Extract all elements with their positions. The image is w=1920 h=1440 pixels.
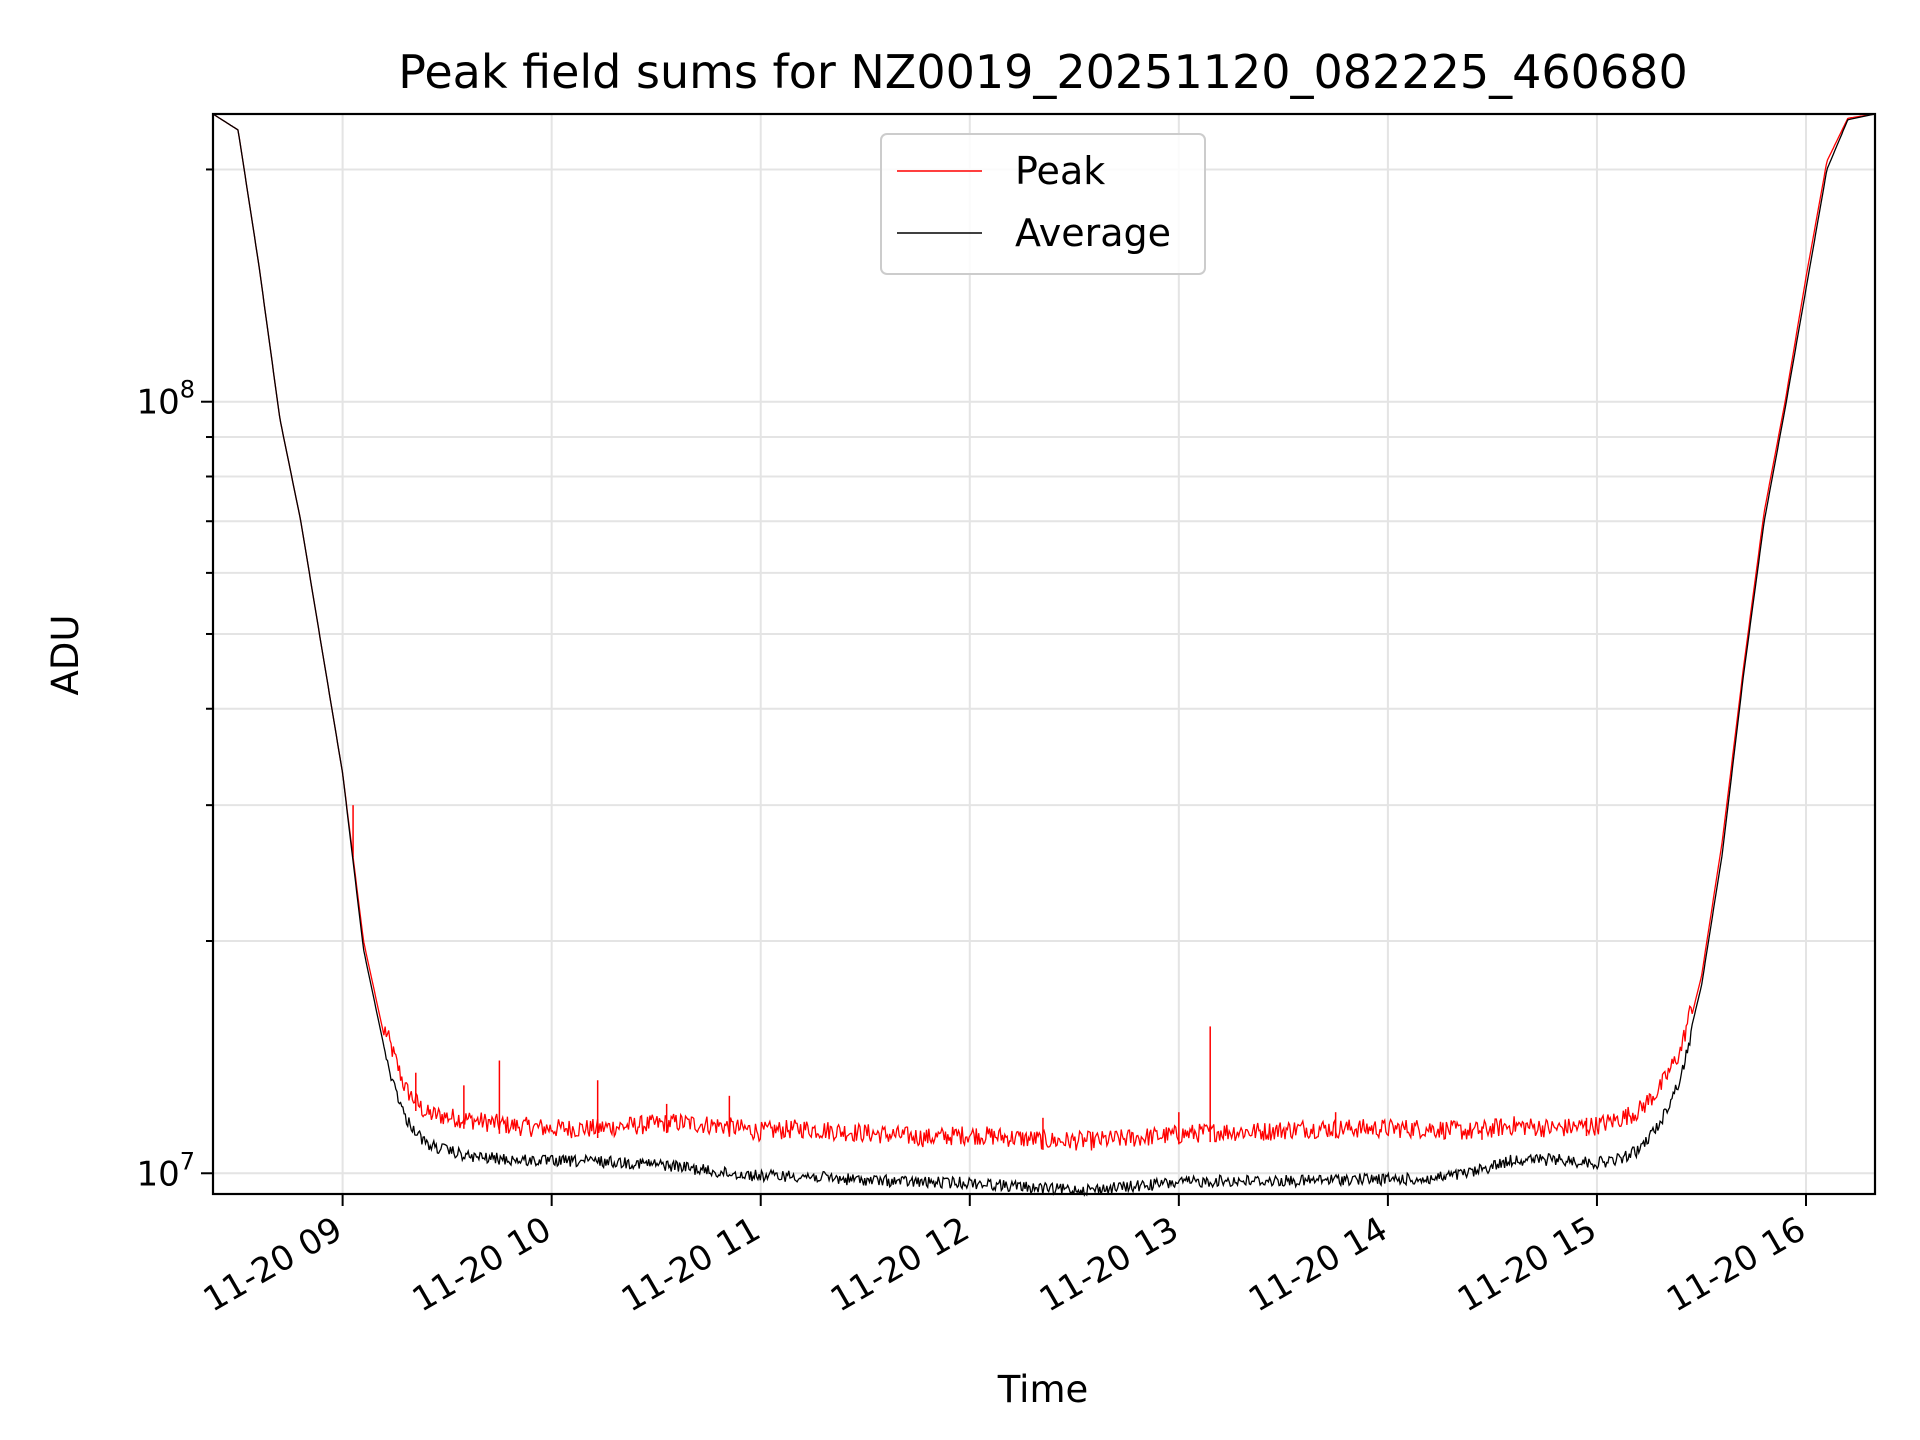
y-tick-label: 107 [136, 1147, 195, 1194]
x-axis-label: Time [997, 1368, 1089, 1411]
y-axis-label: ADU [44, 615, 87, 696]
y-tick-label: 108 [136, 376, 195, 423]
grid [213, 114, 1875, 1194]
peak-series-line [212, 113, 1876, 1151]
y-tick-base: 10 [136, 1154, 179, 1194]
legend-peak-label: Peak [1015, 149, 1105, 193]
plot-frame [211, 112, 1877, 1196]
chart-title: Peak field sums for NZ0019_20251120_0822… [398, 45, 1687, 99]
legend: Peak Average [880, 133, 1206, 275]
legend-average-label: Average [1015, 211, 1171, 255]
y-tick-exponent: 7 [180, 1147, 195, 1175]
legend-box [880, 133, 1206, 275]
y-tick-base: 10 [136, 383, 179, 423]
average-series-line [212, 113, 1876, 1197]
y-tick-exponent: 8 [180, 376, 195, 404]
series-group [212, 113, 1876, 1197]
